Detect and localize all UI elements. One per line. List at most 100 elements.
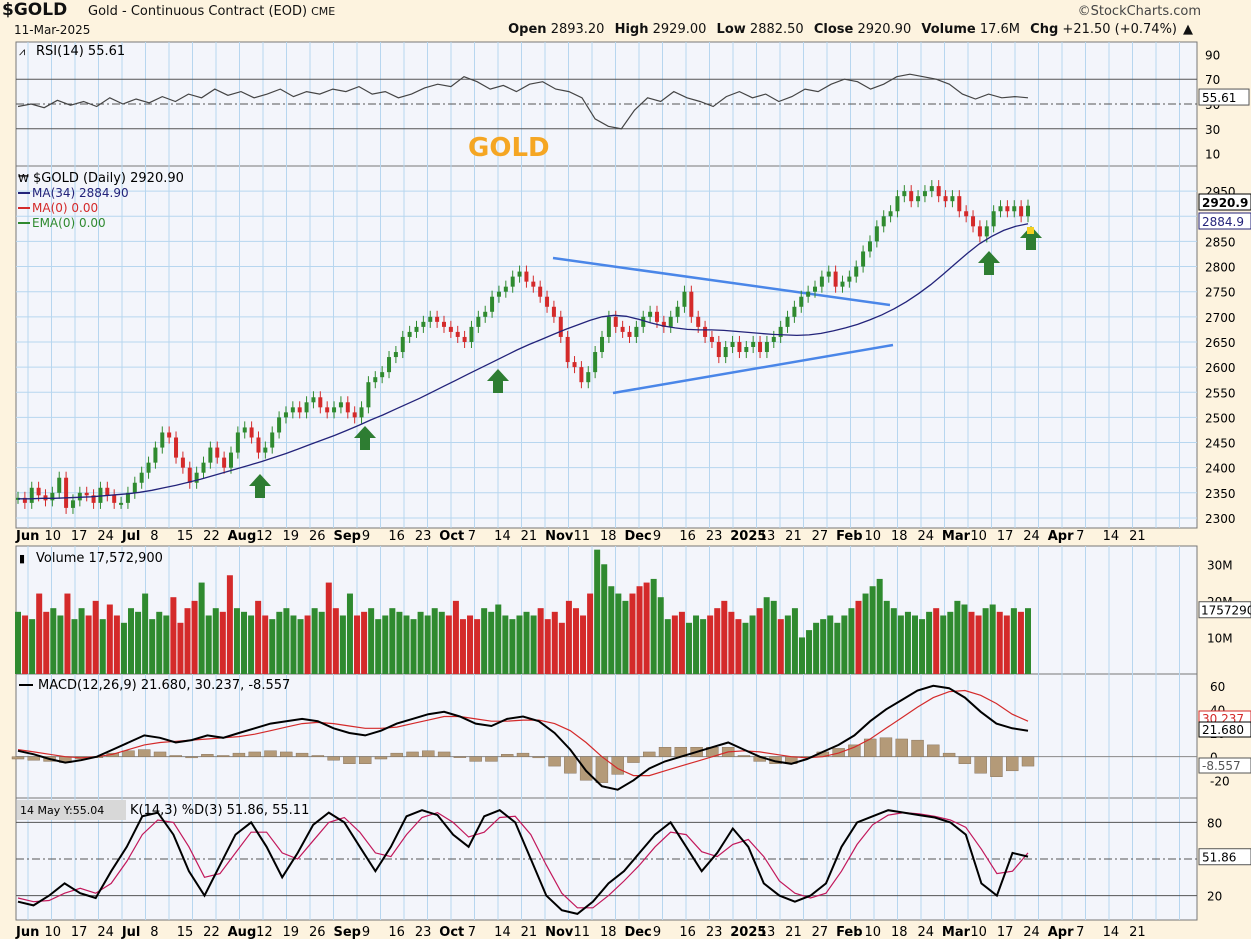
candle-body bbox=[201, 462, 206, 473]
price-tick-label: 2300 bbox=[1205, 512, 1236, 526]
volume-bar bbox=[452, 600, 459, 674]
candle-body bbox=[840, 281, 845, 287]
rsi-tick-label: 70 bbox=[1205, 73, 1220, 87]
candle-body bbox=[174, 437, 179, 458]
candle-body bbox=[991, 211, 996, 227]
volume-bar bbox=[996, 611, 1003, 674]
candle-body bbox=[222, 457, 227, 468]
candle-body bbox=[620, 326, 625, 332]
price-last-label: 2920.9 bbox=[1202, 196, 1248, 210]
x-axis-label: 18 bbox=[600, 925, 617, 939]
volume-bar bbox=[120, 622, 127, 674]
volume-bar bbox=[537, 608, 544, 674]
candle-body bbox=[648, 311, 653, 317]
x-axis-label: Apr bbox=[1048, 925, 1074, 939]
macd-histogram-bar bbox=[516, 752, 530, 757]
price-tick-label: 2850 bbox=[1205, 235, 1236, 249]
candle-body bbox=[517, 271, 522, 277]
macd-histogram-bar bbox=[122, 750, 135, 757]
macd-histogram-bar bbox=[501, 754, 514, 757]
x-axis-label: Aug bbox=[228, 925, 257, 939]
symbol: $GOLD bbox=[2, 0, 68, 20]
volume-bar bbox=[961, 604, 968, 674]
x-axis-label: Oct bbox=[439, 925, 464, 939]
candle-body bbox=[703, 326, 708, 337]
candle-body bbox=[950, 196, 955, 202]
price-tick-label: 2650 bbox=[1205, 336, 1236, 350]
candle-body bbox=[352, 412, 357, 418]
volume-bar bbox=[226, 575, 233, 674]
candle-body bbox=[1012, 206, 1017, 212]
macd-histogram-bar bbox=[327, 756, 340, 761]
rsi-tick-label: 30 bbox=[1205, 123, 1220, 137]
volume-bar bbox=[516, 615, 523, 674]
volume-bar bbox=[29, 619, 36, 674]
volume-bar bbox=[495, 604, 502, 674]
candle-body bbox=[778, 326, 783, 337]
low-value: 2882.50 bbox=[749, 22, 804, 37]
price-last-label: 2884.9 bbox=[1202, 215, 1244, 229]
macd-histogram-bar bbox=[1006, 756, 1019, 772]
x-axis-label: Jun bbox=[15, 925, 39, 939]
candle-body bbox=[922, 191, 927, 197]
volume-bar bbox=[375, 619, 382, 674]
volume-bar bbox=[954, 600, 961, 674]
candle-body bbox=[634, 326, 639, 337]
candle-body bbox=[689, 291, 694, 317]
macd-histogram-bar bbox=[169, 755, 183, 757]
x-axis-label: 12 bbox=[256, 529, 273, 544]
x-axis-label: Nov bbox=[545, 925, 574, 939]
candle-body bbox=[1019, 206, 1024, 217]
macd-histogram-bar bbox=[974, 756, 987, 774]
candle-body bbox=[283, 412, 288, 418]
macd-tick-label: 60 bbox=[1210, 680, 1225, 694]
macd-histogram-bar bbox=[958, 756, 972, 764]
volume-label: Volume bbox=[921, 22, 976, 37]
macd-histogram-bar bbox=[895, 738, 908, 757]
volume-bar bbox=[572, 608, 579, 674]
candle-body bbox=[228, 452, 233, 468]
x-axis-label: 10 bbox=[970, 925, 987, 939]
candle-body bbox=[813, 286, 818, 292]
instrument-name: Gold - Continuous Contract (EOD) CME bbox=[88, 4, 335, 19]
candle-body bbox=[297, 407, 302, 413]
trendlines bbox=[552, 256, 894, 395]
macd-histogram-bar bbox=[248, 751, 261, 757]
x-axis-label: Nov bbox=[545, 529, 574, 544]
price-last-box bbox=[1198, 212, 1251, 230]
x-axis-label: Mar bbox=[942, 529, 971, 544]
volume-bar bbox=[410, 619, 417, 674]
volume-bar bbox=[332, 608, 339, 674]
candle-body bbox=[455, 331, 460, 337]
volume-bar bbox=[43, 611, 50, 674]
macd-title: MACD(12,26,9) 21.680, 30.237, -8.557 bbox=[38, 678, 290, 693]
candle-body bbox=[586, 372, 591, 383]
candle-body bbox=[91, 495, 96, 503]
candle-body bbox=[160, 432, 165, 448]
candle-body bbox=[400, 336, 405, 353]
candle-body bbox=[338, 402, 343, 408]
macd-histogram-bar bbox=[453, 756, 467, 758]
volume-bar bbox=[71, 619, 78, 674]
brand-logo[interactable]: ©StockCharts.com bbox=[1077, 4, 1201, 19]
up-arrow-icon bbox=[978, 251, 1000, 275]
rsi-icon: ⩘ bbox=[19, 45, 25, 58]
candle-body bbox=[909, 191, 914, 202]
candle-body bbox=[627, 331, 632, 337]
x-axis-label: 21 bbox=[521, 529, 538, 544]
candle-body bbox=[668, 316, 673, 327]
price-panel bbox=[15, 165, 1198, 529]
x-axis-label: 9 bbox=[653, 925, 661, 939]
volume-title: Volume 17,572,900 bbox=[36, 551, 163, 566]
x-axis-label: 27 bbox=[812, 925, 829, 939]
candle-body bbox=[758, 341, 763, 353]
x-axis-label: 7 bbox=[468, 529, 476, 544]
candle-body bbox=[483, 311, 488, 317]
macd-histogram-bar bbox=[138, 749, 151, 757]
x-axis-label: Feb bbox=[836, 925, 862, 939]
x-axis-label: 24 bbox=[1023, 925, 1040, 939]
volume-bar bbox=[636, 586, 643, 674]
x-axis-label: Dec bbox=[624, 529, 651, 544]
candle-body bbox=[311, 397, 316, 403]
